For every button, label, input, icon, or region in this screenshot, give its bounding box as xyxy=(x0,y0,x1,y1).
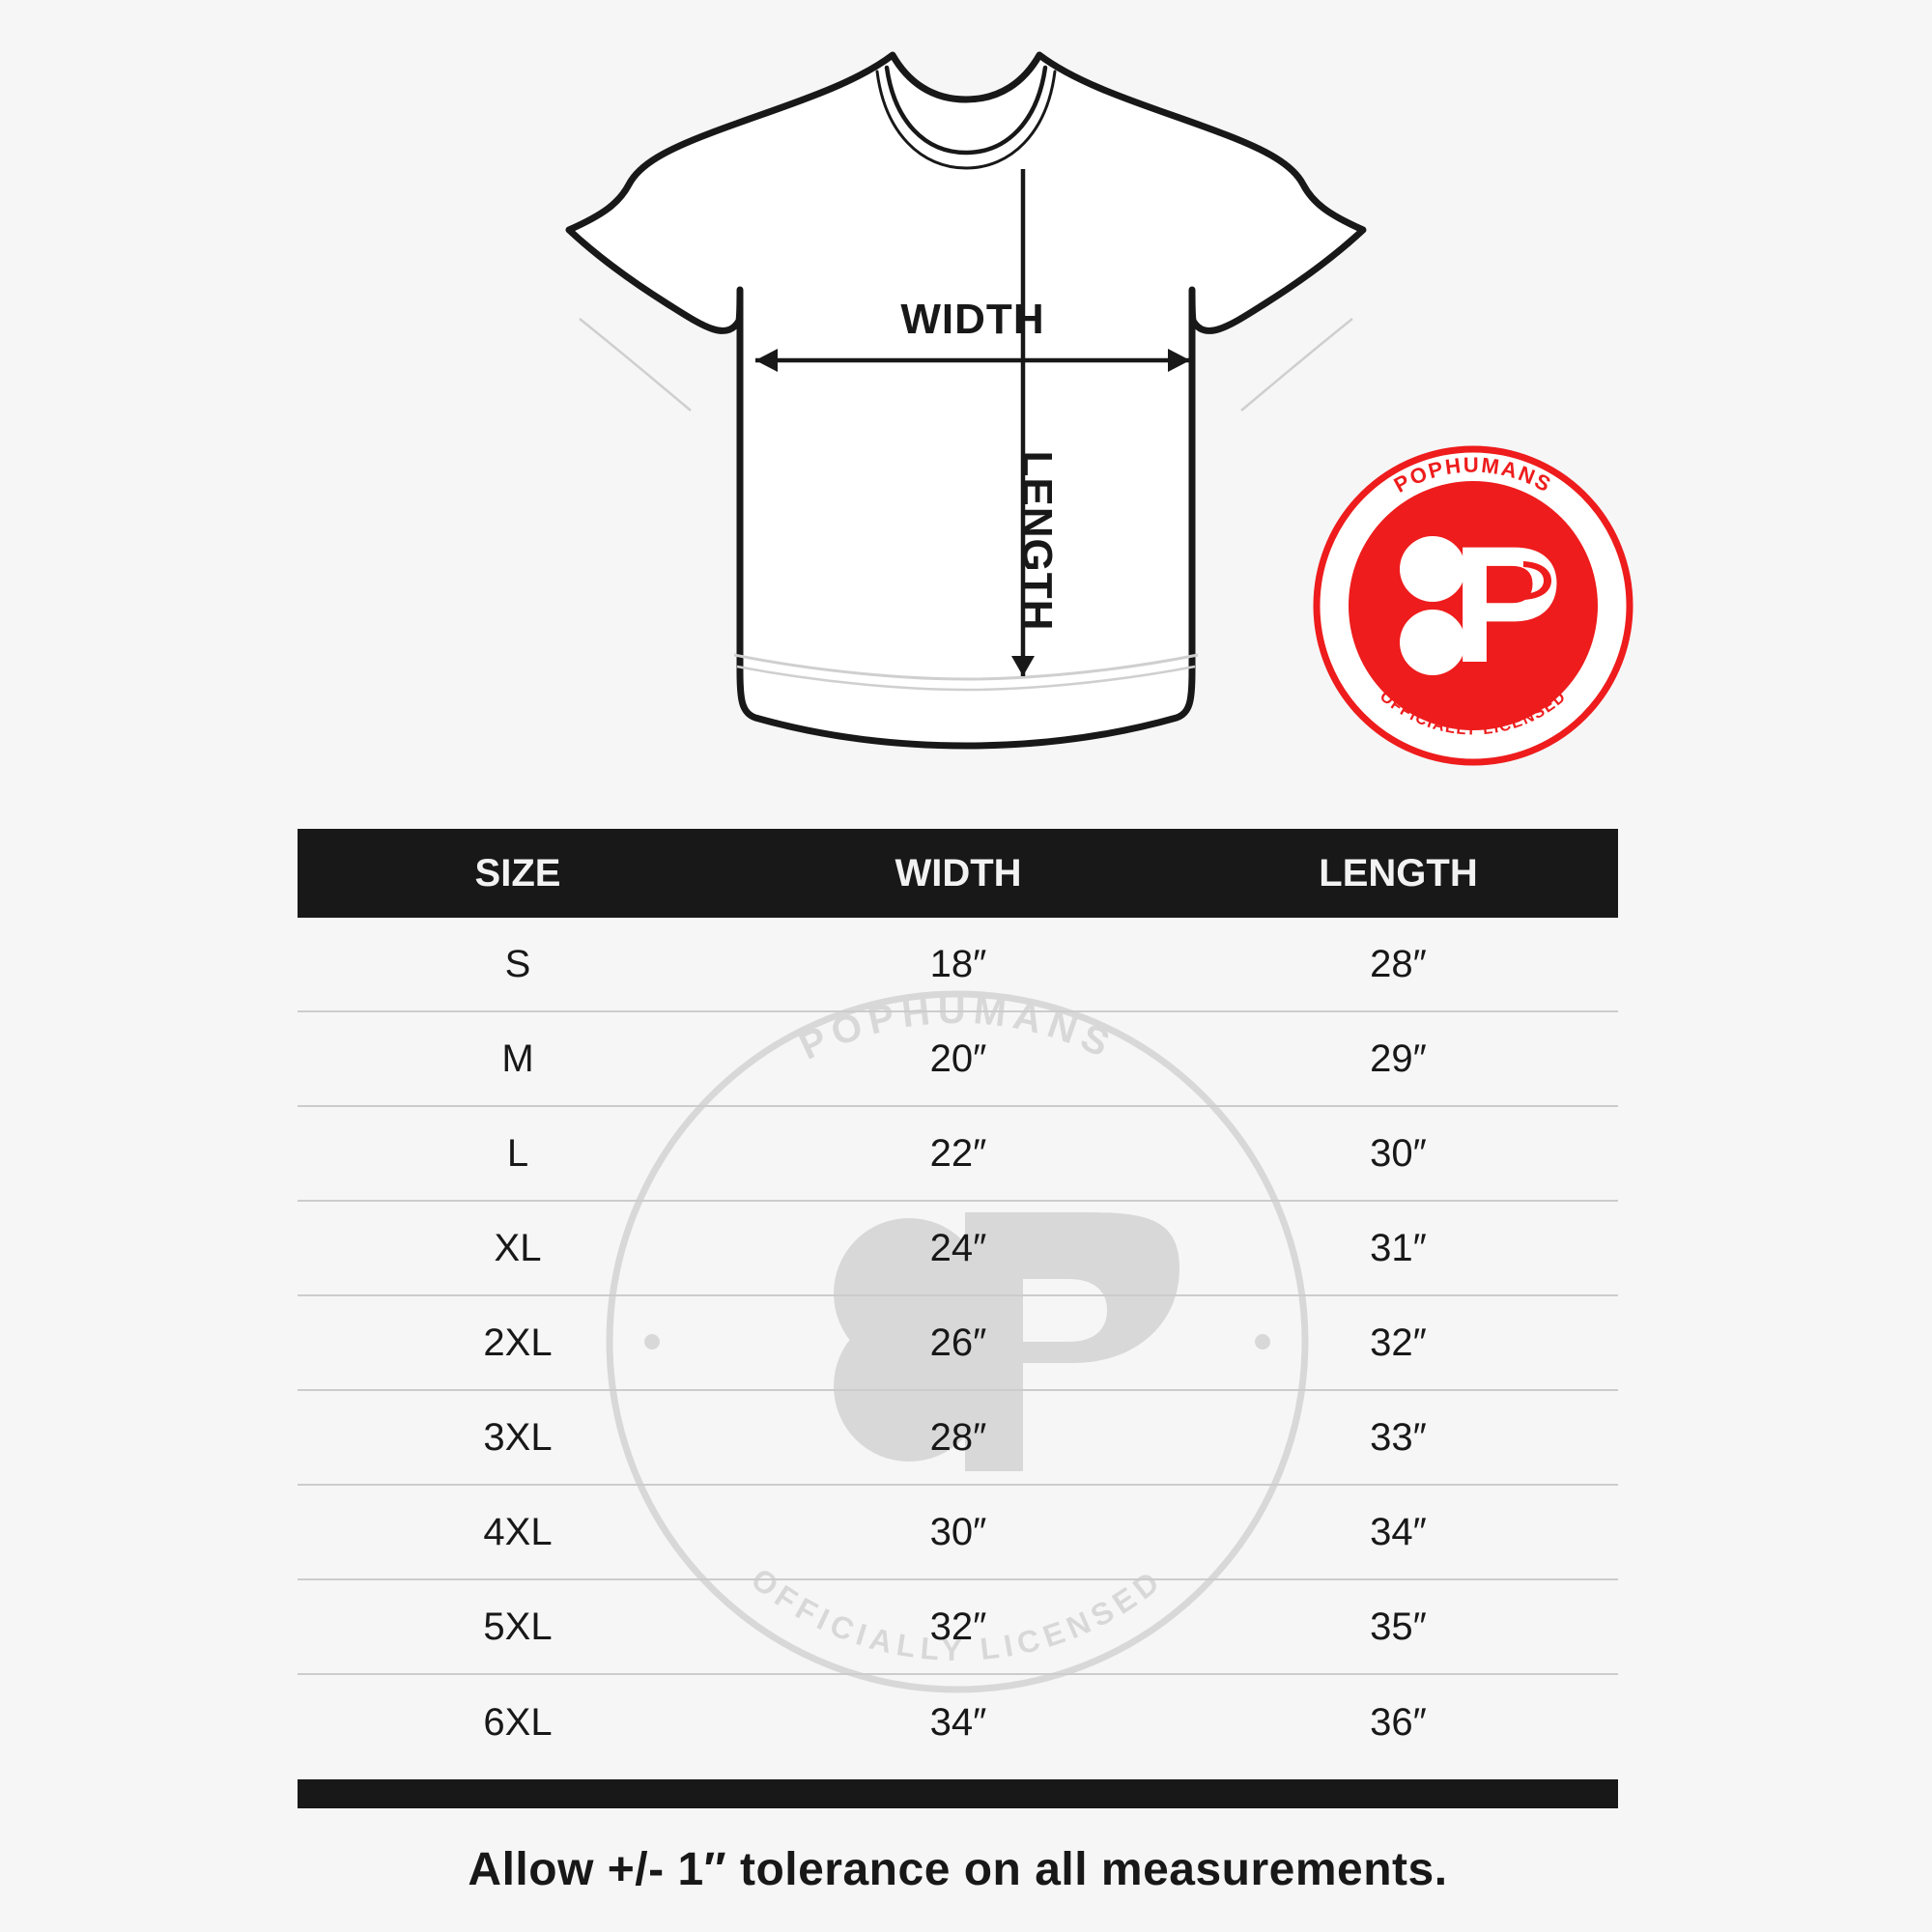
svg-text:P: P xyxy=(1452,512,1563,697)
svg-text:LENGTH: LENGTH xyxy=(1013,451,1061,632)
